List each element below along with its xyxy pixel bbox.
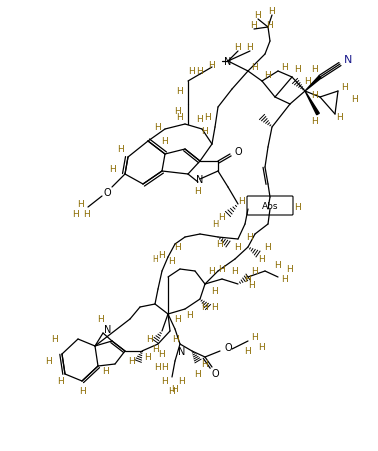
Text: H: H <box>201 360 208 368</box>
Text: H: H <box>145 353 151 362</box>
Text: H: H <box>294 203 301 212</box>
Text: H: H <box>255 11 261 20</box>
Text: O: O <box>211 368 219 378</box>
Text: H: H <box>265 243 271 252</box>
Text: H: H <box>305 77 311 86</box>
Text: H: H <box>195 370 201 379</box>
Text: H: H <box>287 265 293 274</box>
Text: H: H <box>175 243 181 252</box>
Text: H: H <box>235 243 242 252</box>
Text: H: H <box>189 67 195 76</box>
Text: H: H <box>108 165 115 174</box>
Text: H: H <box>342 83 349 92</box>
Text: O: O <box>224 342 232 352</box>
Text: O: O <box>103 188 111 198</box>
Text: H: H <box>197 115 203 124</box>
Text: H: H <box>51 335 57 344</box>
Text: H: H <box>201 303 208 312</box>
Text: H: H <box>71 210 78 219</box>
Text: H: H <box>266 22 273 30</box>
Text: N: N <box>344 55 352 65</box>
Text: H: H <box>239 197 245 206</box>
Text: H: H <box>275 260 281 269</box>
Text: H: H <box>162 363 168 372</box>
Text: H: H <box>162 377 168 386</box>
Text: H: H <box>169 387 175 396</box>
Text: H: H <box>235 43 242 52</box>
Text: H: H <box>209 60 215 69</box>
Text: O: O <box>234 147 242 156</box>
Text: H: H <box>159 350 165 359</box>
Text: H: H <box>246 43 253 52</box>
Text: H: H <box>212 303 218 312</box>
Text: H: H <box>177 87 183 96</box>
Text: H: H <box>201 127 208 136</box>
Text: H: H <box>177 112 183 121</box>
Text: H: H <box>79 387 85 396</box>
Polygon shape <box>305 77 321 92</box>
Text: H: H <box>337 113 343 122</box>
Text: H: H <box>175 315 181 324</box>
Text: H: H <box>294 65 301 74</box>
Text: H: H <box>77 200 84 209</box>
Text: H: H <box>97 315 103 324</box>
Text: H: H <box>218 265 225 274</box>
Text: H: H <box>245 347 251 356</box>
Text: H: H <box>57 377 64 386</box>
Text: H: H <box>187 310 194 319</box>
Text: H: H <box>259 343 265 352</box>
Text: H: H <box>259 255 265 264</box>
Text: Abs: Abs <box>262 202 278 211</box>
Text: H: H <box>45 357 51 366</box>
Text: H: H <box>117 145 123 154</box>
Text: H: H <box>311 90 318 99</box>
Text: H: H <box>212 220 218 229</box>
Text: H: H <box>212 287 218 296</box>
Text: H: H <box>217 240 223 249</box>
Text: H: H <box>311 65 318 74</box>
Text: N: N <box>178 346 186 356</box>
Text: H: H <box>265 70 271 79</box>
Text: H: H <box>195 187 201 196</box>
Text: H: H <box>282 275 288 284</box>
Text: H: H <box>129 357 135 366</box>
Text: H: H <box>153 345 160 354</box>
Text: H: H <box>204 113 211 122</box>
Text: H: H <box>251 22 257 30</box>
Text: H: H <box>311 117 318 126</box>
Text: H: H <box>162 137 168 146</box>
Text: H: H <box>173 335 180 344</box>
Text: H: H <box>352 95 358 104</box>
Text: H: H <box>152 255 158 264</box>
Text: H: H <box>218 213 225 222</box>
Text: H: H <box>252 63 259 72</box>
Text: H: H <box>172 385 178 394</box>
Polygon shape <box>305 92 319 115</box>
Text: H: H <box>159 250 165 259</box>
Text: H: H <box>269 8 276 17</box>
Text: H: H <box>232 267 239 276</box>
Text: H: H <box>147 335 153 344</box>
FancyBboxPatch shape <box>247 197 293 216</box>
Text: N: N <box>224 57 232 67</box>
Text: H: H <box>179 377 185 386</box>
Text: H: H <box>252 267 259 276</box>
Text: H: H <box>282 63 288 72</box>
Text: H: H <box>249 280 256 289</box>
Text: H: H <box>83 210 89 219</box>
Text: H: H <box>155 122 161 131</box>
Text: H: H <box>175 107 181 116</box>
Text: H: H <box>102 367 108 376</box>
Text: H: H <box>245 275 251 284</box>
Text: H: H <box>169 257 175 266</box>
Text: N: N <box>104 324 112 334</box>
Text: H: H <box>155 363 161 372</box>
Text: H: H <box>209 267 215 276</box>
Text: H: H <box>246 233 253 242</box>
Text: N: N <box>196 175 204 184</box>
Text: H: H <box>197 67 203 76</box>
Text: H: H <box>252 333 259 342</box>
